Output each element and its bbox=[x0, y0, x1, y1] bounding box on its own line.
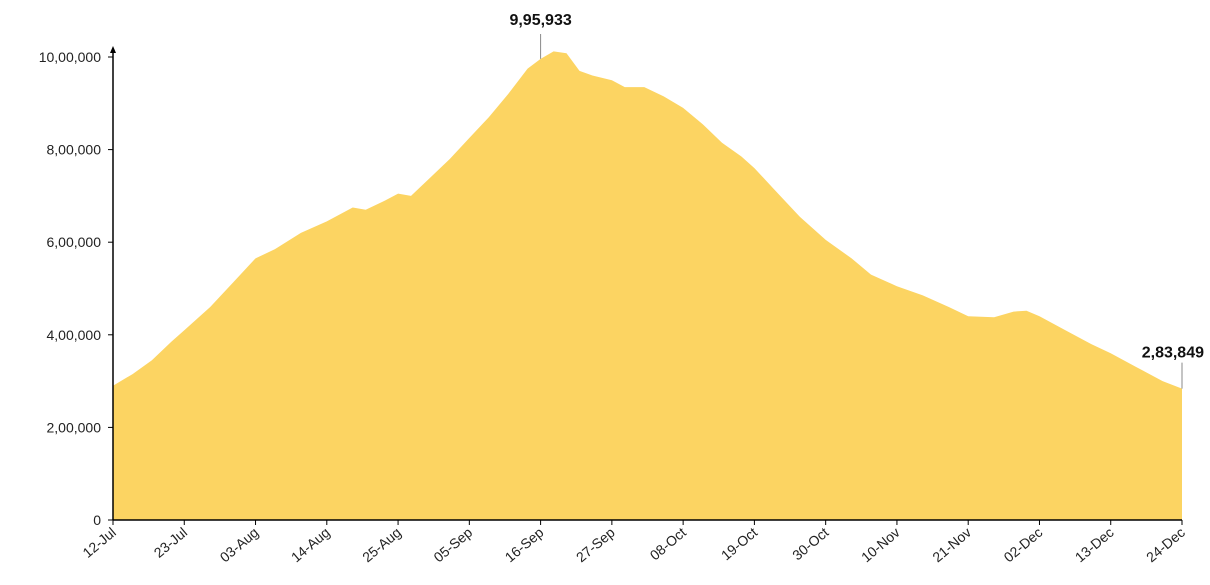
y-tick-label: 6,00,000 bbox=[47, 234, 102, 250]
x-tick-label: 10-Nov bbox=[858, 524, 903, 565]
x-tick-label: 16-Sep bbox=[502, 524, 547, 565]
y-tick-label: 10,00,000 bbox=[39, 49, 101, 65]
x-tick-label: 25-Aug bbox=[359, 524, 404, 565]
x-tick-label: 03-Aug bbox=[217, 524, 262, 565]
callout-label: 2,83,849 bbox=[1142, 345, 1204, 362]
x-tick-label: 05-Sep bbox=[430, 524, 475, 565]
area-series bbox=[113, 51, 1182, 521]
x-tick-label: 24-Dec bbox=[1143, 524, 1188, 565]
x-tick-label: 02-Dec bbox=[1001, 524, 1046, 565]
x-tick-label: 13-Dec bbox=[1072, 524, 1117, 565]
axis-layer bbox=[108, 46, 1183, 525]
x-tick-label: 14-Aug bbox=[288, 524, 333, 565]
area-layer bbox=[113, 51, 1182, 521]
y-tick-label: 4,00,000 bbox=[47, 327, 102, 343]
x-tick-label: 23-Jul bbox=[151, 524, 191, 561]
y-tick-label: 8,00,000 bbox=[47, 142, 102, 158]
x-tick-label: 21-Nov bbox=[929, 524, 974, 565]
y-tick-label: 0 bbox=[93, 512, 101, 528]
y-tick-label: 2,00,000 bbox=[47, 419, 102, 435]
callout-label: 9,95,933 bbox=[509, 12, 571, 29]
x-tick-label: 08-Oct bbox=[647, 524, 690, 563]
x-tick-label: 27-Sep bbox=[573, 524, 618, 565]
x-tick-label: 19-Oct bbox=[718, 524, 761, 563]
x-tick-label: 12-Jul bbox=[79, 524, 119, 561]
y-axis-arrow bbox=[110, 46, 116, 53]
x-tick-label: 30-Oct bbox=[789, 524, 832, 563]
